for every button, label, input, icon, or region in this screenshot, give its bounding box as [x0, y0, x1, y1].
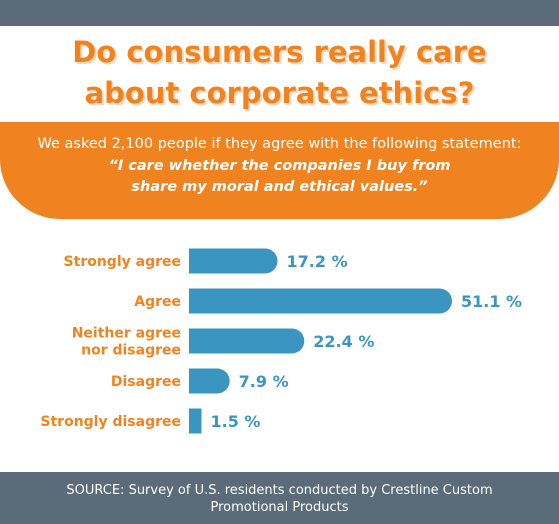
- bar-1: [189, 288, 452, 314]
- survey-banner: We asked 2,100 people if they agree with…: [0, 122, 559, 219]
- value-label-0: 17.2 %: [287, 252, 348, 271]
- title-line-2: about corporate ethics?: [84, 76, 475, 110]
- survey-statement: “I care whether the companies I buy from…: [108, 158, 451, 195]
- value-label-1: 51.1 %: [461, 292, 522, 311]
- top-bar: [0, 0, 559, 26]
- page-title: Do consumers really care about corporate…: [0, 32, 559, 114]
- bar-2: [189, 328, 305, 354]
- title-line-1: Do consumers really care: [72, 35, 487, 69]
- survey-intro: We asked 2,100 people if they agree with…: [37, 136, 522, 152]
- bar-base-2: [189, 328, 202, 354]
- category-label-0-0: Strongly agree: [64, 254, 181, 270]
- bar-base-4: [189, 408, 202, 434]
- bar-0: [189, 248, 278, 274]
- response-chart: 17.2 % Strongly agree 51.1 % Agree 22.4 % Nei…: [40, 248, 522, 434]
- source-footer: SOURCE: Survey of U.S. residents conduct…: [0, 472, 559, 524]
- category-label-2-1: nor disagree: [81, 343, 181, 359]
- category-label-3-0: Disagree: [111, 374, 181, 390]
- category-label-1-0: Agree: [134, 294, 181, 310]
- category-label-4-0: Strongly disagree: [40, 414, 181, 430]
- source-text: SOURCE: Survey of U.S. residents conduct…: [66, 483, 493, 515]
- value-label-3: 7.9 %: [239, 372, 289, 391]
- bar-base-0: [189, 248, 202, 274]
- bar-base-3: [189, 368, 202, 394]
- category-label-2-0: Neither agree: [72, 326, 181, 342]
- value-label-4: 1.5 %: [211, 412, 261, 431]
- bar-base-1: [189, 288, 202, 314]
- value-label-2: 22.4 %: [313, 332, 374, 351]
